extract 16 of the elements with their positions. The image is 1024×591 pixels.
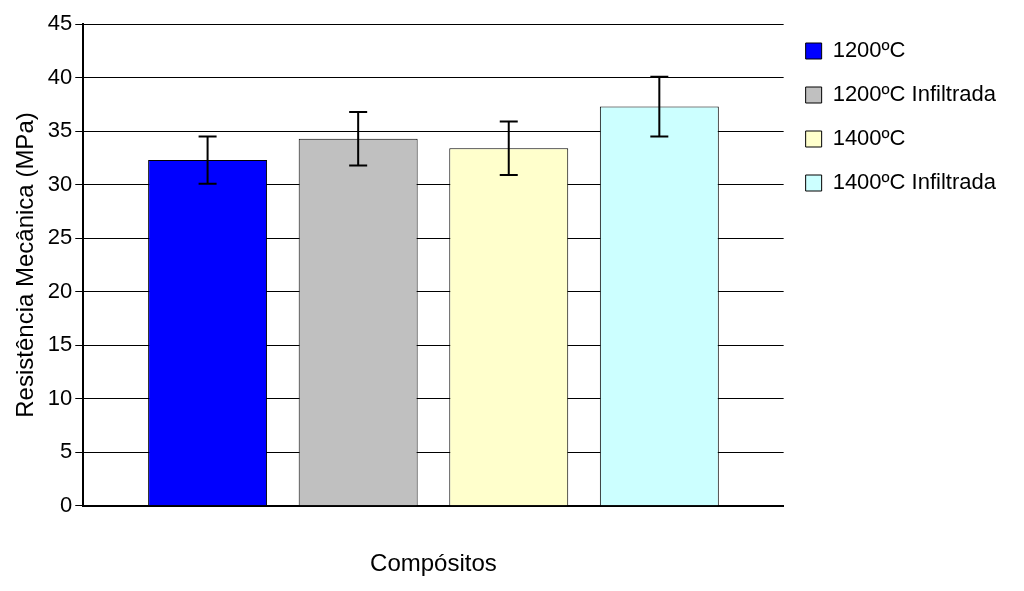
y-axis-title: Resistência Mecânica (MPa) [11, 112, 39, 418]
x-axis-title: Compósitos [370, 549, 497, 577]
y-tick-label: 40 [47, 63, 73, 89]
legend-label: 1200ºC [832, 37, 906, 63]
y-tick-label: 30 [47, 170, 73, 196]
y-tick-label: 20 [47, 277, 73, 303]
y-tick-label: 25 [47, 224, 73, 250]
y-tick-label: 10 [47, 384, 73, 410]
y-tick-label: 0 [60, 491, 73, 517]
legend-label: 1400ºC [832, 125, 906, 151]
y-tick-label: 5 [60, 438, 73, 464]
legend-label: 1200ºC Infiltrada [832, 81, 997, 107]
legend-label: 1400ºC Infiltrada [832, 169, 997, 195]
y-tick-label: 35 [47, 117, 73, 143]
y-tick-label: 45 [47, 10, 73, 36]
y-tick-label: 15 [47, 331, 73, 357]
